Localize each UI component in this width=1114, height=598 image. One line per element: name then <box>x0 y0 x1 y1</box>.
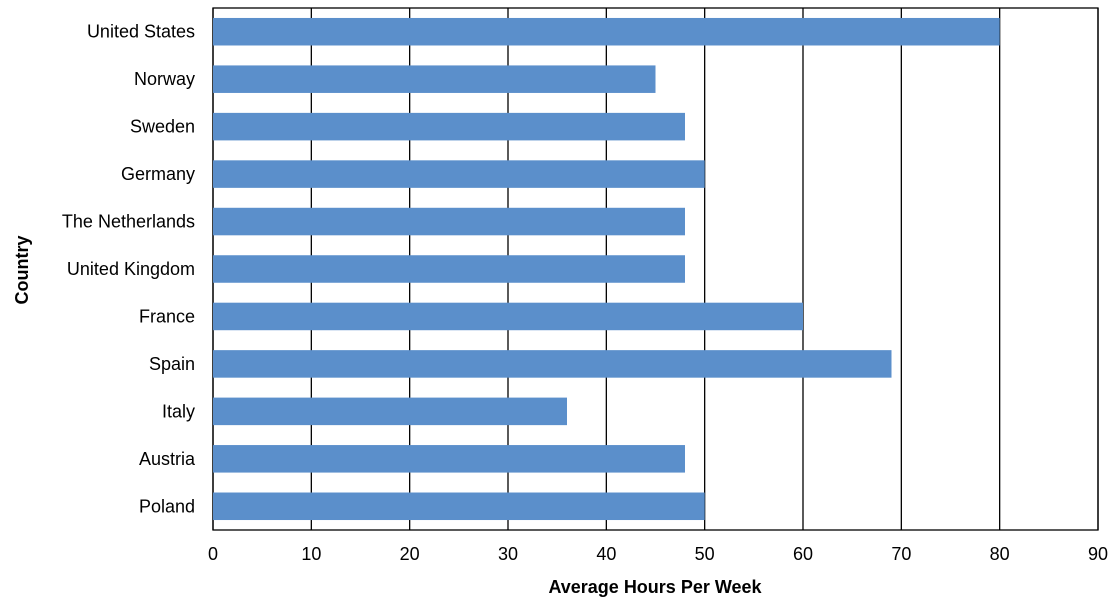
bar-france <box>213 302 803 331</box>
category-label-austria: Austria <box>139 449 196 469</box>
category-labels: United States Norway Sweden Germany The Neth… <box>62 22 196 517</box>
bar-the-netherlands <box>213 207 685 236</box>
y-axis-title: Country <box>12 236 32 305</box>
category-label-the-netherlands: The Netherlands <box>62 212 195 232</box>
bar-sweden <box>213 112 685 141</box>
x-axis-title: Average Hours Per Week <box>548 577 762 597</box>
x-tick-label-0: 0 <box>208 544 218 564</box>
category-label-united-kingdom: United Kingdom <box>67 259 195 279</box>
x-tick-label-10: 10 <box>301 544 321 564</box>
category-label-norway: Norway <box>134 69 195 89</box>
bar-italy <box>213 397 567 426</box>
x-tick-label-20: 20 <box>400 544 420 564</box>
category-label-france: France <box>139 306 195 326</box>
bars <box>213 17 1000 521</box>
x-tick-label-80: 80 <box>990 544 1010 564</box>
bar-germany <box>213 160 705 188</box>
x-tick-label-90: 90 <box>1088 544 1108 564</box>
x-tick-label-50: 50 <box>695 544 715 564</box>
category-label-spain: Spain <box>149 354 195 374</box>
bar-spain <box>213 350 892 378</box>
bar-poland <box>213 492 705 521</box>
category-label-italy: Italy <box>162 401 195 421</box>
x-tick-label-30: 30 <box>498 544 518 564</box>
bar-united-kingdom <box>213 255 685 283</box>
category-label-germany: Germany <box>121 164 195 184</box>
bar-austria <box>213 445 685 473</box>
category-label-poland: Poland <box>139 496 195 516</box>
category-label-united-states: United States <box>87 22 195 42</box>
x-tick-label-60: 60 <box>793 544 813 564</box>
x-tick-label-40: 40 <box>596 544 616 564</box>
category-label-sweden: Sweden <box>130 117 195 137</box>
x-tick-labels: 0 10 20 30 40 50 60 70 80 90 <box>208 544 1108 564</box>
bar-united-states <box>213 17 1000 46</box>
x-tick-label-70: 70 <box>891 544 911 564</box>
bar-norway <box>213 65 656 93</box>
